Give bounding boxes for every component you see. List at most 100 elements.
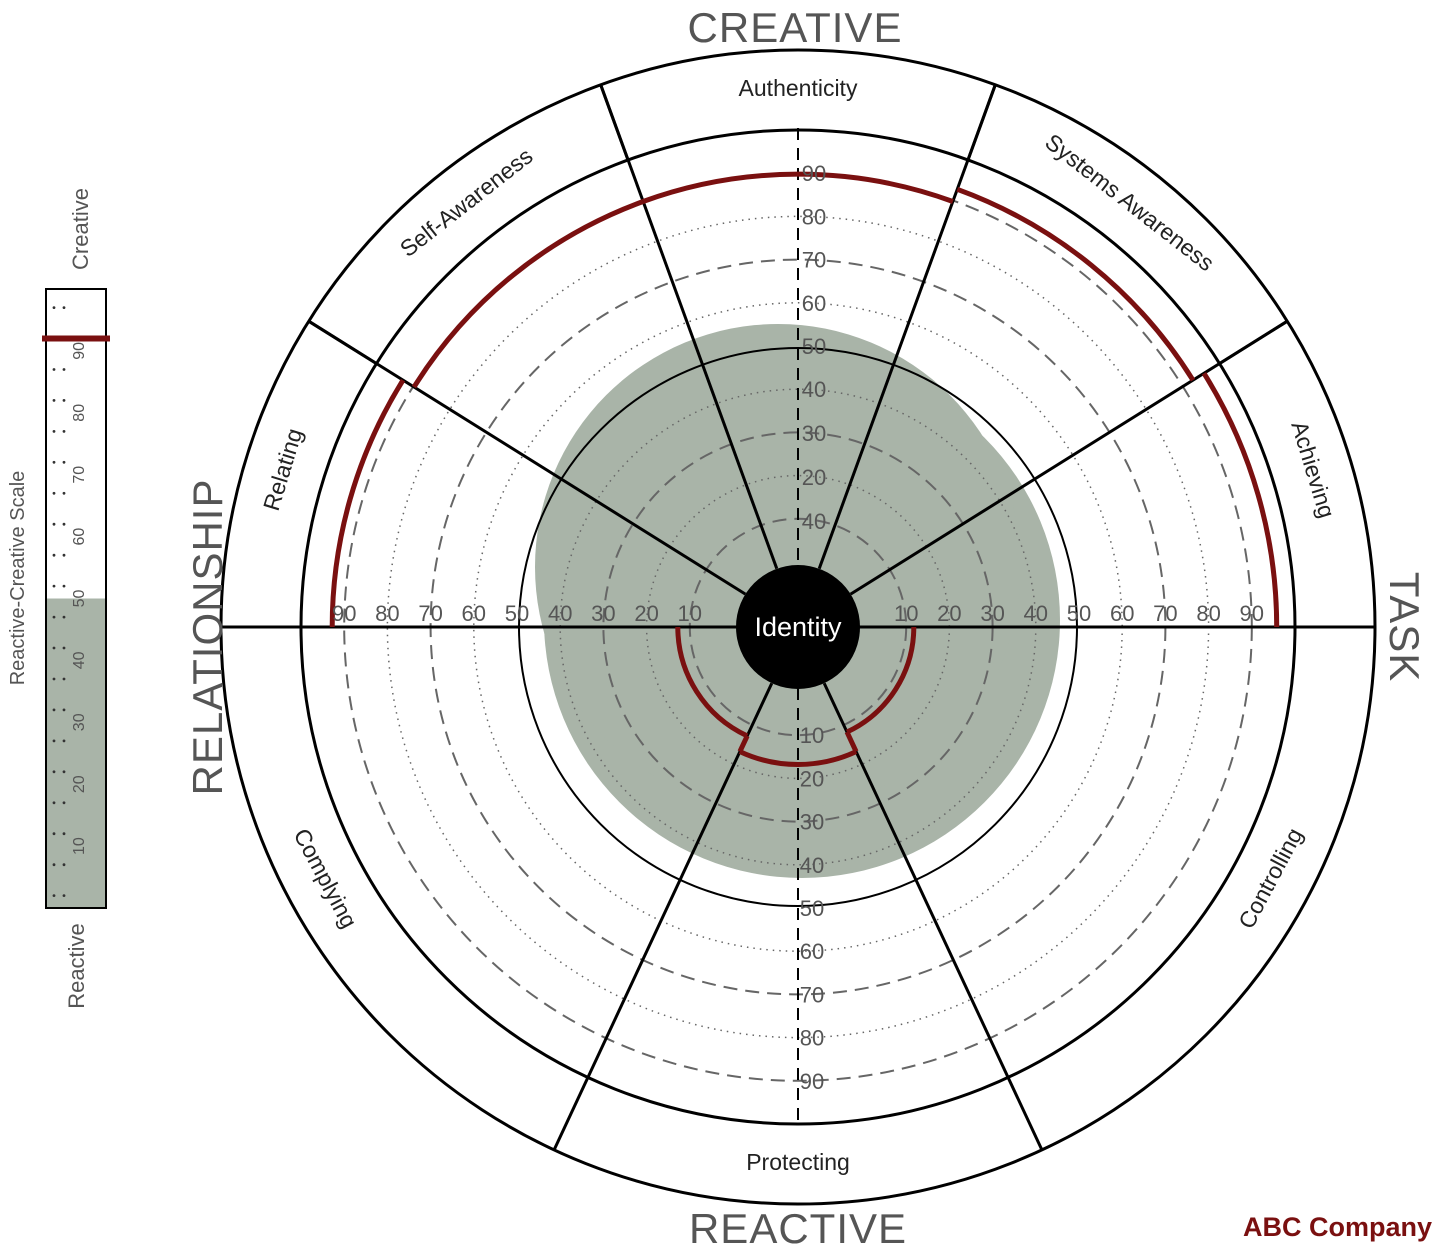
scale-fill bbox=[46, 598, 106, 908]
tick-label-right: 80 bbox=[1196, 601, 1220, 626]
scale-dot bbox=[62, 460, 66, 464]
tick-label-left: 40 bbox=[548, 601, 572, 626]
identity-disc bbox=[736, 565, 860, 689]
tick-label-bottom: 50 bbox=[800, 896, 824, 921]
scale-dot bbox=[52, 894, 56, 897]
spoke bbox=[822, 682, 1044, 1151]
tick-label-left: 30 bbox=[591, 601, 615, 626]
scale-dot bbox=[52, 801, 56, 805]
tick-label-right: 90 bbox=[1240, 601, 1264, 626]
score-connector bbox=[737, 734, 750, 753]
scale-dot bbox=[62, 491, 66, 495]
scale-dot bbox=[62, 770, 66, 774]
spoke bbox=[307, 319, 747, 596]
scale-dot bbox=[62, 646, 66, 650]
scale-dot bbox=[52, 739, 56, 743]
tick-label-right: 40 bbox=[1024, 601, 1048, 626]
scale-dot bbox=[62, 553, 66, 557]
spoke bbox=[849, 319, 1289, 596]
scale-dot bbox=[62, 739, 66, 743]
scale-dot bbox=[62, 306, 66, 309]
scale-frame bbox=[45, 288, 107, 909]
scale-dot bbox=[52, 646, 56, 650]
segment-label-protecting: Protecting bbox=[746, 1149, 850, 1175]
scale-dot bbox=[62, 368, 66, 371]
scale-dot bbox=[52, 522, 56, 526]
tick-label-bottom: 80 bbox=[800, 1026, 824, 1051]
scale-dot bbox=[52, 832, 56, 836]
scale-dot bbox=[62, 584, 66, 588]
scale-dot bbox=[52, 863, 56, 867]
tick-label-top-inner: 30 bbox=[802, 421, 826, 446]
tick-label-left: 50 bbox=[505, 601, 529, 626]
tick-label-bottom: 30 bbox=[800, 810, 824, 835]
scale-dot bbox=[52, 306, 56, 309]
band-divider bbox=[599, 84, 630, 161]
tick-label-right: 50 bbox=[1067, 601, 1091, 626]
scale-dot bbox=[62, 894, 66, 897]
scale-dot bbox=[52, 584, 56, 588]
quadrant-label-task: TASK bbox=[1381, 572, 1428, 683]
tick-label-bottom: 70 bbox=[800, 982, 824, 1007]
tick-label-top: 80 bbox=[802, 204, 826, 229]
tick-label-right: 70 bbox=[1153, 601, 1177, 626]
score-arc-authenticity bbox=[642, 171, 954, 204]
scale-title: Reactive-Creative Scale bbox=[7, 471, 29, 686]
scale-dot bbox=[52, 399, 56, 402]
spoke bbox=[817, 84, 997, 570]
score-arcs bbox=[329, 171, 1280, 767]
tick-label-right: 20 bbox=[937, 601, 961, 626]
tick-labels: 10 10 10 20 20 20 30 30 30 40 40 40 50 50 50 50 60 60 60 60… bbox=[332, 161, 1264, 1094]
tick-label-left: 10 bbox=[678, 601, 702, 626]
tick-label-right: 30 bbox=[980, 601, 1004, 626]
identity-center: Identity bbox=[736, 565, 860, 689]
scale-tick-label: 50 bbox=[71, 590, 88, 608]
tick-label-top: 90 bbox=[802, 161, 826, 186]
scale-dot bbox=[62, 832, 66, 836]
scale-dot bbox=[52, 770, 56, 774]
tick-label-top: 60 bbox=[802, 291, 826, 316]
score-arc-self-awareness bbox=[411, 199, 644, 389]
scale-tick-label: 60 bbox=[71, 528, 88, 546]
scale-tick-label: 80 bbox=[71, 404, 88, 422]
scale-dot bbox=[62, 522, 66, 526]
scale-dot bbox=[62, 708, 66, 712]
tick-label-left: 70 bbox=[418, 601, 442, 626]
tick-label-left: 60 bbox=[462, 601, 486, 626]
score-arc-systems-awareness bbox=[956, 186, 1196, 382]
tick-label-left: 20 bbox=[634, 601, 658, 626]
tick-label-left: 80 bbox=[375, 601, 399, 626]
score-connector bbox=[844, 730, 859, 753]
tick-label-top-inner: 40 bbox=[802, 377, 826, 402]
band-divider bbox=[966, 84, 997, 161]
score-arc-achieving bbox=[1201, 371, 1280, 628]
scale-dot bbox=[52, 368, 56, 371]
quadrant-label-reactive: REACTIVE bbox=[689, 1205, 907, 1249]
scale-tick-label: 30 bbox=[71, 713, 88, 731]
tick-label-top-inner: 40 bbox=[802, 509, 826, 534]
scale-dot bbox=[62, 801, 66, 805]
scale-tick-label: 40 bbox=[71, 651, 88, 669]
scale-dot bbox=[62, 677, 66, 681]
scale-top-label: Creative bbox=[68, 188, 93, 270]
scale-dot bbox=[62, 615, 66, 619]
identity-label: Identity bbox=[754, 612, 842, 642]
band-divider bbox=[1218, 319, 1289, 365]
scale-dot bbox=[62, 430, 66, 433]
scale-dot bbox=[52, 677, 56, 681]
tick-label-bottom: 20 bbox=[800, 766, 824, 791]
shade-disc-upper-left bbox=[535, 324, 1021, 810]
tick-label-bottom: 10 bbox=[800, 723, 824, 748]
company-name: ABC Company bbox=[1242, 1212, 1432, 1242]
scale-ticks: 10 20 30 40 50 60 70 80 90 bbox=[52, 306, 88, 897]
scale-tick-label: 90 bbox=[71, 342, 88, 360]
tick-label-right: 60 bbox=[1110, 601, 1134, 626]
spoke bbox=[599, 84, 779, 570]
scale-dot bbox=[52, 615, 56, 619]
scale-tick-label: 70 bbox=[71, 466, 88, 484]
band-divider bbox=[307, 319, 378, 365]
score-arc-controlling bbox=[845, 626, 917, 735]
score-arc-protecting bbox=[738, 749, 858, 767]
scale-bottom-label: Reactive bbox=[64, 923, 89, 1009]
